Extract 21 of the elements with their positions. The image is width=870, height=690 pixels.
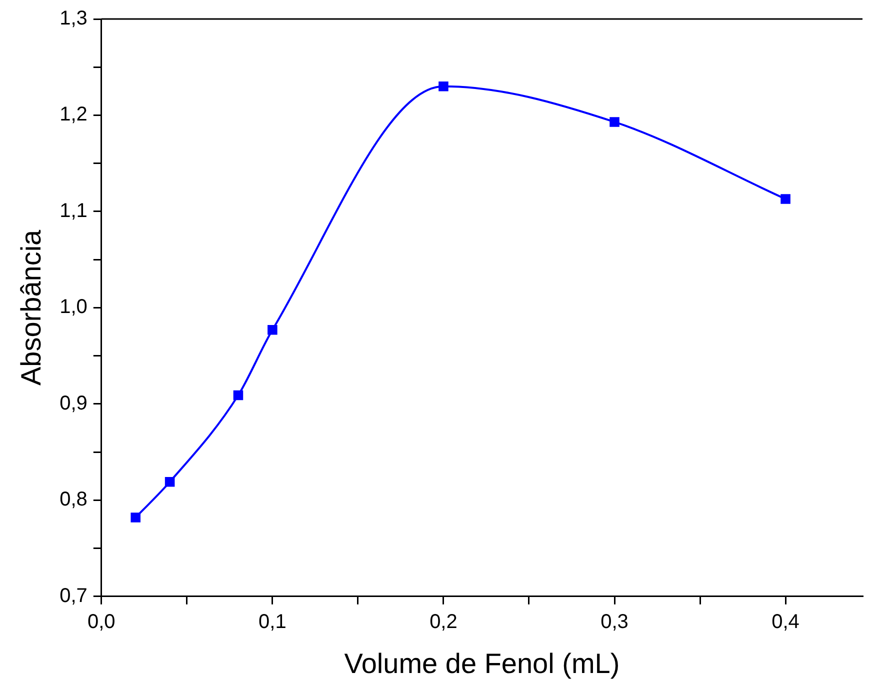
point (610, 117, 620, 127)
y-axis-title: Absorbância (16, 229, 47, 386)
y-tick-label: 0,9 (60, 392, 88, 414)
point (780, 194, 790, 204)
y-tick-label: 1,3 (60, 8, 88, 30)
x-axis-title: Volume de Fenol (mL) (344, 648, 620, 679)
point (164, 476, 175, 487)
y-tick-label: 1,2 (60, 104, 88, 126)
y-tick-label: 0,7 (60, 584, 88, 607)
y-tick-label: 1,1 (60, 200, 88, 222)
x-tick-label: 0,0 (87, 610, 116, 633)
point (130, 512, 140, 522)
x-tick-label: 0,4 (772, 610, 800, 633)
x-tick-label: 0,1 (258, 610, 286, 633)
y-tick-label: 1,0 (60, 296, 88, 318)
point (233, 390, 244, 400)
y-tick-label: 0,8 (60, 488, 88, 511)
point (438, 81, 448, 92)
x-tick-label: 0,2 (430, 610, 458, 633)
x-tick-label: 0,3 (600, 610, 628, 633)
point (268, 324, 278, 335)
